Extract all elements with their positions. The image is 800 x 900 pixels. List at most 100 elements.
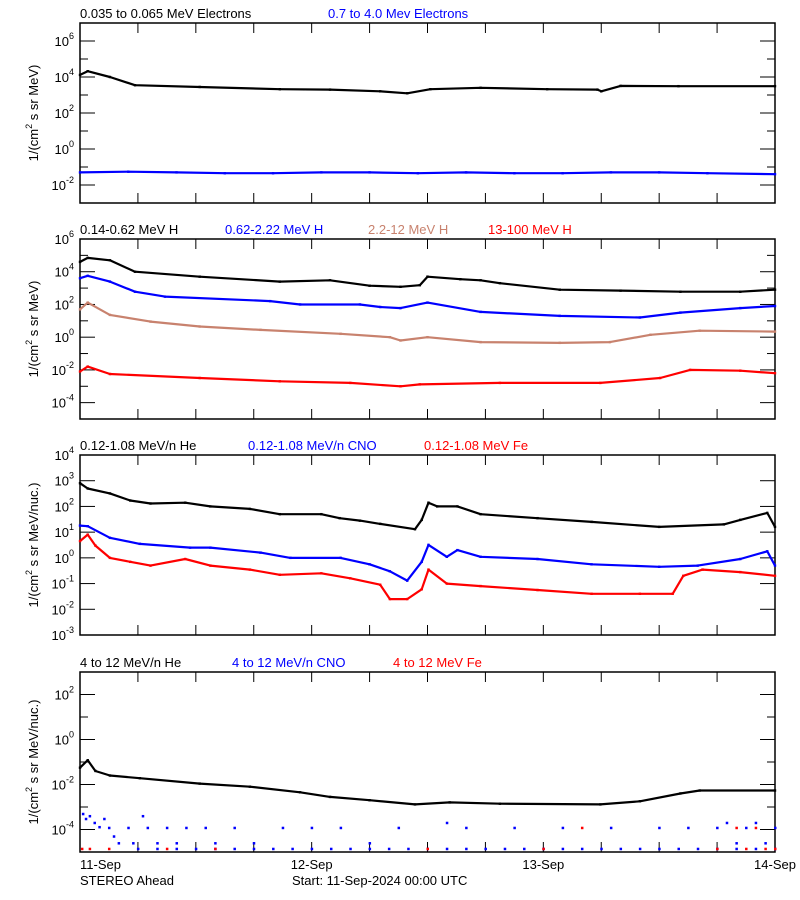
data-point: [465, 826, 468, 830]
data-point: [696, 847, 700, 851]
series-1: [78, 759, 777, 806]
data-point: [349, 381, 352, 385]
data-point: [701, 568, 704, 571]
data-point: [107, 847, 111, 851]
data-point: [739, 518, 742, 522]
data-point: [184, 501, 187, 504]
data-point: [725, 821, 729, 825]
series-legend-label: 4 to 12 MeV Fe: [393, 655, 482, 670]
data-point: [291, 847, 294, 851]
data-point: [278, 280, 282, 283]
x-tick-label: 11-Sep: [80, 857, 121, 872]
data-point: [320, 572, 323, 575]
data-point: [745, 847, 748, 851]
data-point: [163, 295, 167, 298]
data-point: [80, 847, 84, 851]
data-point: [523, 847, 526, 851]
data-point: [456, 505, 459, 508]
data-point: [107, 826, 111, 830]
series-line: [79, 482, 776, 531]
data-point: [754, 826, 758, 830]
series-line: [79, 301, 776, 344]
data-point: [223, 172, 226, 175]
data-point: [406, 597, 409, 601]
data-point: [108, 372, 112, 376]
y-tick-label: 100: [55, 139, 74, 157]
data-point: [198, 782, 201, 785]
data-point: [198, 325, 201, 328]
data-point: [78, 277, 82, 280]
data-point: [252, 847, 256, 851]
y-tick-label: 100: [55, 327, 74, 345]
data-point: [679, 792, 682, 795]
data-point: [86, 533, 89, 536]
data-point: [133, 84, 137, 87]
data-point: [735, 826, 738, 830]
data-point: [484, 847, 487, 851]
data-point: [679, 311, 682, 314]
data-point: [108, 313, 112, 317]
data-point: [706, 172, 709, 175]
data-point: [435, 505, 439, 508]
series-line: [79, 365, 776, 388]
data-point: [368, 842, 372, 845]
data-point: [688, 368, 692, 372]
data-point: [399, 385, 402, 388]
series-3: [78, 533, 777, 601]
y-tick-label: 102: [55, 685, 74, 703]
data-point: [78, 539, 82, 543]
y-axis-label: 1/(cm2 s sr MeV): [24, 65, 41, 162]
data-point: [739, 570, 742, 574]
data-point: [209, 564, 212, 567]
data-point: [339, 826, 343, 830]
data-point: [657, 171, 661, 174]
data-point: [141, 814, 145, 818]
data-point: [272, 847, 275, 851]
data-point: [657, 525, 661, 529]
data-point: [388, 335, 392, 339]
series-legend-label: 0.12-1.08 MeV/n He: [80, 438, 196, 453]
data-point: [465, 847, 468, 851]
data-point: [298, 303, 302, 306]
y-tick-label: 106: [55, 229, 74, 247]
series-legend-label: 0.62-2.22 MeV H: [225, 222, 323, 237]
data-point: [427, 543, 430, 547]
data-point: [368, 563, 371, 566]
y-tick-label: 102: [55, 103, 74, 121]
data-point: [739, 557, 742, 561]
y-tick-label: 102: [55, 496, 74, 514]
data-point: [773, 789, 777, 792]
data-point: [427, 568, 430, 571]
data-point: [310, 847, 314, 851]
data-point: [194, 847, 198, 851]
panel-1: 106 104 102 100 10-2 1/(cm2 s sr MeV) 0.035 to…: [24, 6, 777, 204]
data-point: [677, 847, 680, 851]
data-point: [86, 70, 89, 73]
y-tick-label: 104: [55, 262, 74, 280]
y-tick-label: 10-2: [52, 175, 74, 193]
data-point: [773, 330, 777, 333]
series-legend-label: 4 to 12 MeV/n He: [80, 655, 181, 670]
data-point: [252, 842, 256, 845]
data-point: [368, 799, 371, 802]
data-point: [739, 306, 742, 310]
data-point: [78, 171, 82, 174]
series-line: [79, 524, 776, 582]
data-point: [599, 803, 602, 806]
data-point: [420, 560, 423, 564]
data-point: [764, 842, 767, 845]
series-legend-label: 0.12-1.08 MeV/n CNO: [248, 438, 377, 453]
data-point: [596, 88, 599, 91]
data-point: [716, 826, 719, 830]
data-point: [127, 826, 130, 830]
data-point: [103, 817, 106, 821]
data-point: [278, 380, 282, 383]
data-point: [445, 821, 449, 825]
data-point: [108, 556, 112, 560]
data-point: [716, 847, 719, 851]
data-point: [149, 320, 152, 323]
data-point: [498, 802, 502, 805]
panel-2: 106 104 102 100 10-2 10-4 1/(cm2 s sr MeV) 0.14…: [24, 222, 777, 420]
data-point: [545, 88, 549, 91]
data-point: [677, 84, 680, 88]
